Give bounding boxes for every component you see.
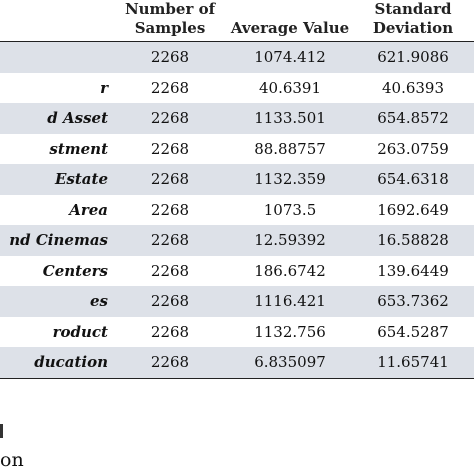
row-number-of-samples: 2268 xyxy=(150,139,190,158)
header-standard-deviation: Standard Deviation xyxy=(372,0,454,37)
footer-text: on xyxy=(0,449,24,471)
row-number-of-samples: 2268 xyxy=(150,78,190,97)
statistics-table: Number of Samples Average Value Standard… xyxy=(0,0,474,378)
row-number-of-samples: 2268 xyxy=(112,164,228,195)
row-number-of-samples: 2268 xyxy=(112,225,228,256)
row-variable-name: Estate xyxy=(0,164,112,195)
table-row: nd Cinemas 2268 12.59392 16.58828 xyxy=(0,225,474,256)
footer-mark xyxy=(0,424,3,438)
table-header: Number of Samples Average Value Standard… xyxy=(0,0,474,42)
header-variable xyxy=(0,0,112,42)
row-number-of-samples: 2268 xyxy=(150,261,190,280)
table-row: ducation 2268 6.835097 11.65741 xyxy=(0,347,474,378)
table-row: Centers 2268 186.6742 139.6449 xyxy=(0,256,474,287)
row-standard-deviation: 1692.649 xyxy=(377,200,449,219)
row-variable-name: d Asset xyxy=(0,103,112,134)
row-average-value: 12.59392 xyxy=(228,225,352,256)
row-number-of-samples: 2268 xyxy=(150,322,190,341)
row-average-value: 1116.421 xyxy=(228,286,352,317)
row-variable-name: roduct xyxy=(52,322,108,341)
row-average-value: 1074.412 xyxy=(228,41,352,73)
header-number-of-samples: Number of Samples xyxy=(124,0,216,37)
table-row: roduct 2268 1132.756 654.5287 xyxy=(0,317,474,348)
row-standard-deviation: 654.8572 xyxy=(352,103,474,134)
table-row: es 2268 1116.421 653.7362 xyxy=(0,286,474,317)
row-standard-deviation: 263.0759 xyxy=(377,139,449,158)
row-average-value: 1132.756 xyxy=(254,322,326,341)
row-variable-name: Centers xyxy=(42,261,108,280)
table-row: d Asset 2268 1133.501 654.8572 xyxy=(0,103,474,134)
row-standard-deviation: 654.6318 xyxy=(352,164,474,195)
table-row: r 2268 40.6391 40.6393 xyxy=(0,73,474,104)
row-standard-deviation: 40.6393 xyxy=(381,78,445,97)
row-number-of-samples: 2268 xyxy=(112,286,228,317)
row-average-value: 186.6742 xyxy=(254,261,326,280)
row-average-value: 6.835097 xyxy=(228,347,352,378)
table-body: 2268 1074.412 621.9086 r 2268 40.6391 40.6393 d… xyxy=(0,41,474,378)
row-variable-name: Area xyxy=(69,200,108,219)
row-number-of-samples: 2268 xyxy=(150,200,190,219)
row-variable-name xyxy=(0,41,112,73)
row-variable-name: es xyxy=(0,286,112,317)
header-average-value: Average Value xyxy=(230,19,350,37)
row-standard-deviation: 11.65741 xyxy=(352,347,474,378)
row-standard-deviation: 653.7362 xyxy=(352,286,474,317)
table-row: stment 2268 88.88757 263.0759 xyxy=(0,134,474,165)
row-standard-deviation: 16.58828 xyxy=(352,225,474,256)
row-variable-name: r xyxy=(100,78,108,97)
row-variable-name: nd Cinemas xyxy=(0,225,112,256)
row-variable-name: stment xyxy=(49,139,108,158)
row-number-of-samples: 2268 xyxy=(112,103,228,134)
row-number-of-samples: 2268 xyxy=(112,41,228,73)
row-average-value: 88.88757 xyxy=(254,139,326,158)
row-average-value: 1133.501 xyxy=(228,103,352,134)
row-variable-name: ducation xyxy=(0,347,112,378)
row-average-value: 1132.359 xyxy=(228,164,352,195)
row-average-value: 40.6391 xyxy=(258,78,322,97)
row-standard-deviation: 654.5287 xyxy=(377,322,449,341)
table-row: Area 2268 1073.5 1692.649 xyxy=(0,195,474,226)
table-row: Estate 2268 1132.359 654.6318 xyxy=(0,164,474,195)
row-average-value: 1073.5 xyxy=(263,200,317,219)
header-row: Number of Samples Average Value Standard… xyxy=(0,0,474,42)
table-row: 2268 1074.412 621.9086 xyxy=(0,41,474,73)
row-standard-deviation: 621.9086 xyxy=(352,41,474,73)
statistics-table-container: Number of Samples Average Value Standard… xyxy=(0,0,474,378)
row-number-of-samples: 2268 xyxy=(112,347,228,378)
row-standard-deviation: 139.6449 xyxy=(377,261,449,280)
